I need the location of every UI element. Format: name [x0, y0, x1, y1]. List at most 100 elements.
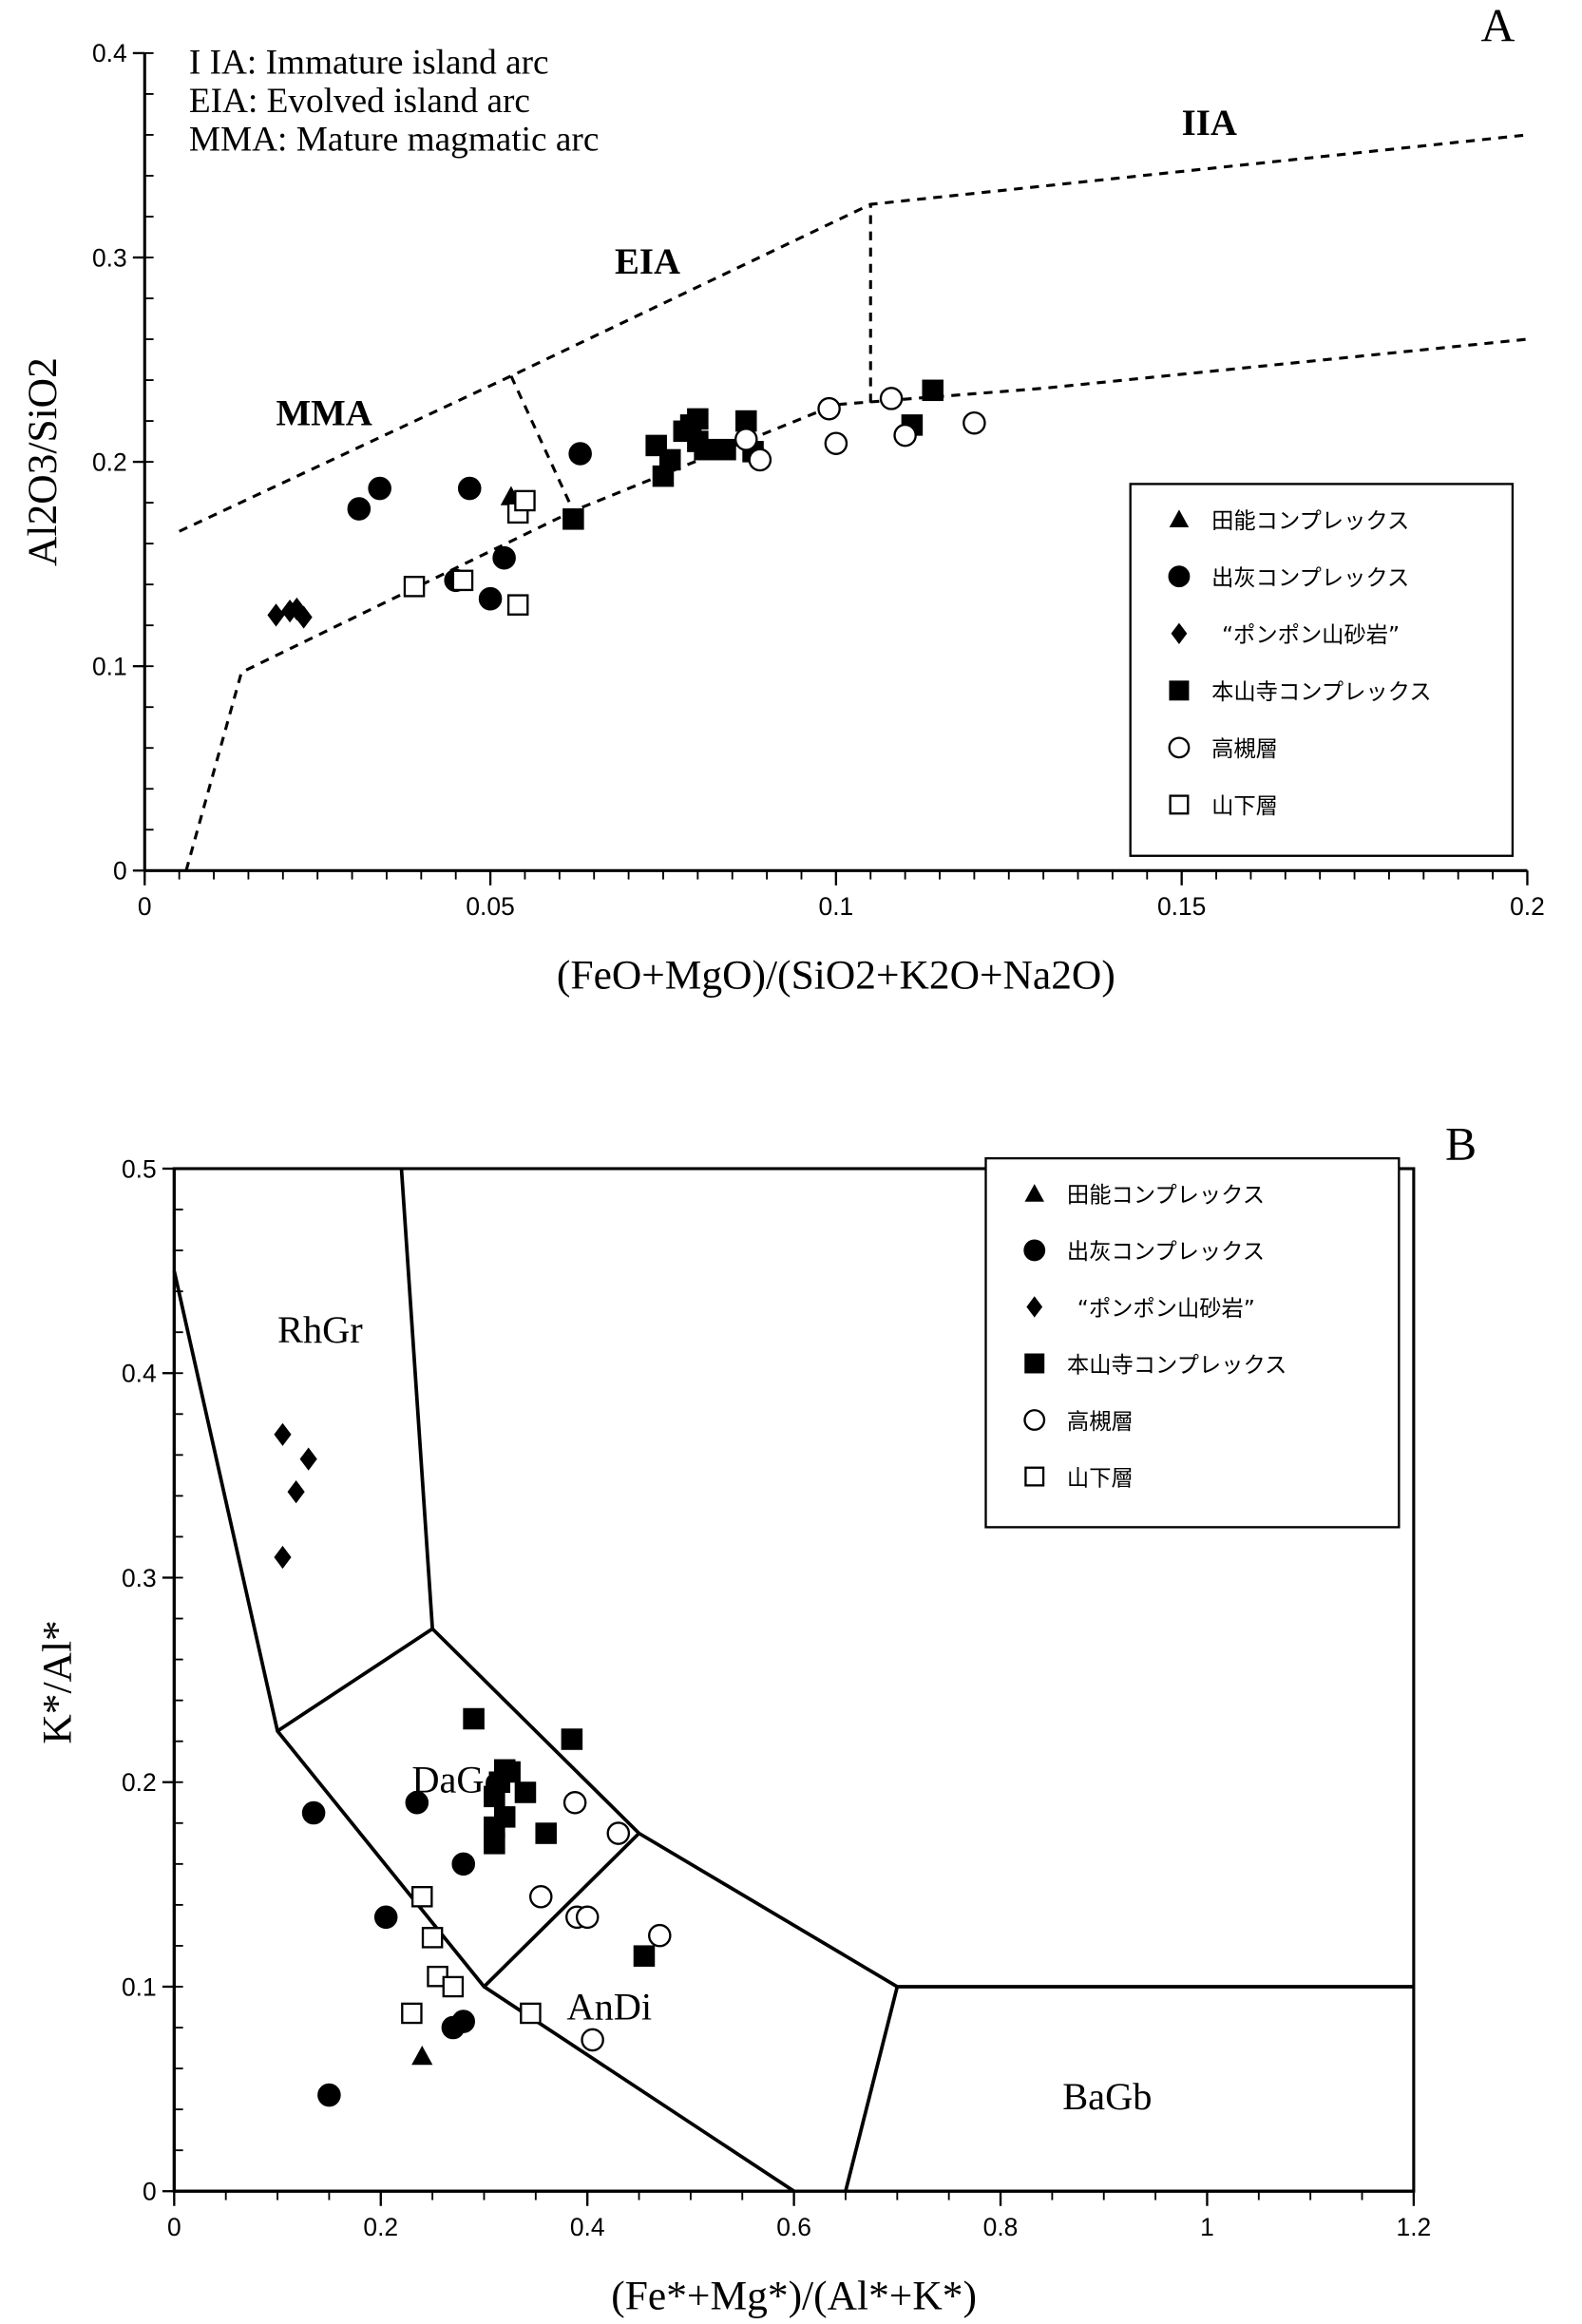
data-point [652, 465, 675, 487]
legend-marker [1169, 509, 1190, 528]
region-label: RhGr [277, 1308, 363, 1351]
data-point [687, 408, 709, 430]
region-label: MMA [276, 392, 372, 433]
chart-A: 0 0.05 0.1 0.15 0.2 0 0.1 0.2 0.3 0.4 (FeO+MgO)/(S… [20, 0, 1545, 999]
data-point [648, 1923, 672, 1948]
data-point [520, 2002, 542, 2025]
data-point [535, 1822, 557, 1844]
y-tick-label: 0.1 [122, 1972, 157, 2001]
legend-label: 田能コンプレックス [1211, 508, 1409, 534]
data-point [299, 1447, 317, 1471]
legend-label: 田能コンプレックス [1067, 1183, 1265, 1209]
legend-marker [1169, 794, 1190, 815]
legend-label: 本山寺コンプレックス [1211, 679, 1431, 705]
note-text: EIA: Evolved island arc [189, 82, 530, 121]
legend-label: 山下層 [1067, 1465, 1134, 1491]
legend-marker [1026, 1296, 1043, 1318]
legend-label: 本山寺コンプレックス [1067, 1352, 1287, 1378]
region-label: EIA [615, 241, 680, 282]
x-axis-label: (Fe*+Mg*)/(Al*+K*) [611, 2273, 977, 2318]
data-point [568, 442, 592, 466]
data-point [562, 1790, 587, 1815]
x-tick-label: 0.15 [1157, 892, 1206, 921]
data-point [575, 1905, 600, 1930]
data-point [484, 1833, 505, 1855]
data-point [274, 1422, 292, 1446]
legend-marker [1169, 680, 1190, 701]
x-tick-label: 0.4 [570, 2213, 605, 2241]
y-tick-label: 0.3 [92, 243, 127, 272]
data-point [301, 1800, 326, 1825]
x-tick-label: 0.1 [819, 892, 854, 921]
y-tick-label: 0.5 [122, 1154, 157, 1183]
y-tick-label: 0.4 [92, 39, 127, 67]
x-tick-label: 0.2 [1510, 892, 1545, 921]
data-point [274, 1545, 292, 1570]
data-point [411, 2046, 433, 2066]
x-axis-label: (FeO+MgO)/(SiO2+K2O+Na2O) [557, 953, 1115, 999]
data-point [506, 594, 529, 616]
data-point [734, 428, 758, 451]
legend-marker [1023, 1239, 1046, 1262]
legend-label: “ポンポン山砂岩” [1222, 622, 1400, 648]
data-point [694, 438, 715, 461]
data-point [514, 1781, 537, 1803]
y-tick-label: 0.1 [92, 653, 127, 681]
panel-label: A [1480, 0, 1515, 51]
data-point [922, 379, 943, 402]
data-point [403, 576, 426, 598]
data-point [401, 2002, 423, 2025]
x-tick-label: 0.2 [363, 2213, 398, 2241]
data-point [499, 1761, 521, 1783]
legend-marker [1168, 565, 1191, 588]
data-point [478, 586, 503, 611]
region-label: BaGb [1062, 2075, 1152, 2118]
data-point [963, 410, 986, 435]
y-axis-label: K*/Al* [35, 1620, 81, 1743]
data-point [606, 1821, 631, 1845]
data-point [451, 569, 474, 592]
panel-label: B [1445, 1118, 1477, 1171]
x-tick-label: 0.6 [776, 2213, 811, 2241]
data-point [451, 1852, 475, 1876]
data-point [442, 1975, 465, 1998]
y-tick-label: 0 [113, 857, 127, 886]
legend-label: 出灰コンプレックス [1211, 565, 1409, 591]
region-label: IIA [1182, 103, 1237, 143]
legend-marker [1024, 1184, 1044, 1202]
data-point [295, 605, 313, 629]
legend-marker [1168, 736, 1191, 759]
field-boundary [276, 1627, 434, 1733]
data-point [421, 1927, 444, 1949]
region-label: AnDi [566, 1985, 652, 2028]
field-boundary [172, 1270, 795, 2193]
y-axis-label: Al2O3/SiO2 [20, 357, 66, 566]
data-point [373, 1905, 398, 1930]
field-boundary [844, 1986, 900, 2192]
legend-marker [1024, 1466, 1045, 1487]
data-point [893, 423, 917, 448]
y-tick-label: 0.2 [122, 1768, 157, 1797]
data-point [514, 489, 536, 512]
legend-label: 山下層 [1211, 793, 1278, 819]
legend-marker [1171, 622, 1188, 644]
legend-marker [1024, 1353, 1045, 1374]
field-boundary [509, 375, 575, 512]
legend-label: 高槻層 [1211, 736, 1278, 762]
data-point [817, 396, 841, 421]
x-tick-label: 1 [1200, 2213, 1214, 2241]
data-point [317, 2083, 341, 2107]
data-point [735, 410, 757, 432]
x-tick-label: 0.8 [983, 2213, 1019, 2241]
field-boundary [483, 1832, 640, 1989]
x-tick-label: 0 [138, 892, 152, 921]
data-point [562, 508, 584, 530]
data-point [748, 448, 772, 472]
legend-box [984, 1156, 1401, 1529]
data-point [287, 1479, 305, 1504]
legend-label: “ポンポン山砂岩” [1077, 1296, 1255, 1322]
